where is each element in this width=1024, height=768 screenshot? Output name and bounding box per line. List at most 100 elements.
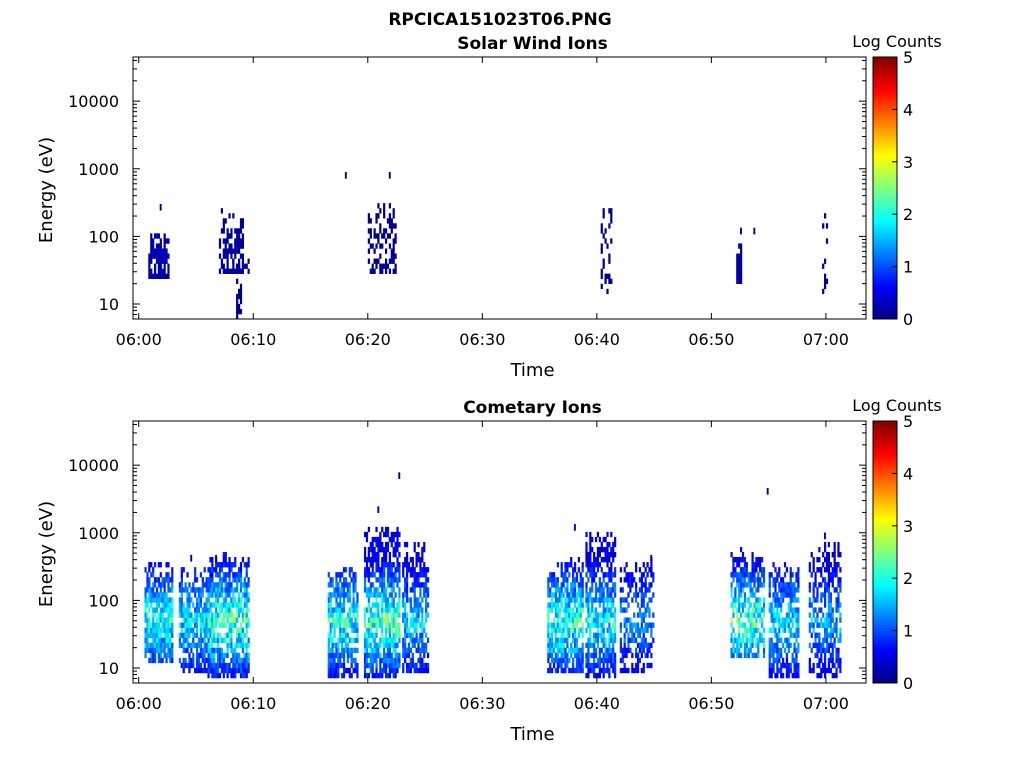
heatmap-cell xyxy=(375,617,378,623)
heatmap-cell xyxy=(755,602,758,608)
heatmap-cell xyxy=(186,572,189,578)
heatmap-cell xyxy=(421,662,424,669)
heatmap-cell xyxy=(234,557,237,563)
heatmap-cell xyxy=(350,647,353,654)
heatmap-cell xyxy=(812,642,815,649)
heatmap-cell xyxy=(333,657,336,664)
heatmap-cell xyxy=(751,612,754,618)
heatmap-cell xyxy=(614,541,617,548)
heatmap-cell xyxy=(218,637,222,643)
heatmap-cell xyxy=(327,662,330,669)
heatmap-cell xyxy=(593,657,596,664)
heatmap-cell xyxy=(344,567,348,573)
colorbar-segment xyxy=(873,243,897,247)
heatmap-cell xyxy=(342,597,346,603)
heatmap-cell xyxy=(602,657,605,664)
colorbar-segment xyxy=(873,62,897,66)
heatmap-cell xyxy=(163,627,166,633)
heatmap-cell xyxy=(768,607,771,613)
heatmap-cell xyxy=(199,612,203,618)
heatmap-cell xyxy=(155,642,159,649)
heatmap-cell xyxy=(167,652,170,659)
heatmap-cell xyxy=(575,617,579,623)
heatmap-cell xyxy=(373,228,376,234)
heatmap-cell xyxy=(381,622,384,628)
heatmap-cell xyxy=(573,637,577,643)
heatmap-cell xyxy=(161,617,164,623)
heatmap-cell xyxy=(797,577,800,583)
heatmap-cell xyxy=(184,582,187,588)
heatmap-cell xyxy=(197,637,201,643)
colorbar-segment xyxy=(873,182,897,186)
heatmap-cell xyxy=(797,572,800,578)
heatmap-cell xyxy=(383,228,386,234)
heatmap-cell xyxy=(587,662,590,669)
heatmap-cell xyxy=(146,637,149,643)
heatmap-cell xyxy=(224,652,227,659)
heatmap-cell xyxy=(402,597,405,603)
heatmap-cell xyxy=(152,572,155,578)
colorbar-segment xyxy=(873,132,897,136)
heatmap-cell xyxy=(562,627,565,633)
heatmap-cell xyxy=(740,587,743,593)
heatmap-cell xyxy=(405,647,409,654)
heatmap-cell xyxy=(203,642,206,649)
heatmap-cell xyxy=(396,612,399,618)
heatmap-cell xyxy=(201,612,204,618)
heatmap-cell xyxy=(377,567,380,573)
heatmap-cell xyxy=(824,672,827,679)
heatmap-cell xyxy=(230,667,233,674)
heatmap-cell xyxy=(344,637,348,643)
heatmap-cell xyxy=(738,622,741,628)
heatmap-cell xyxy=(614,612,617,618)
heatmap-cell xyxy=(377,617,380,623)
heatmap-cell xyxy=(831,612,834,618)
heatmap-cell xyxy=(396,607,399,613)
heatmap-cell xyxy=(363,672,367,679)
heatmap-cell xyxy=(761,607,764,613)
heatmap-cell xyxy=(635,592,638,598)
heatmap-cell xyxy=(232,572,235,578)
heatmap-cell xyxy=(218,622,222,628)
heatmap-cell xyxy=(776,667,779,674)
heatmap-cell xyxy=(556,582,559,588)
heatmap-cell xyxy=(598,672,601,679)
heatmap-cell xyxy=(833,627,836,633)
heatmap-cell xyxy=(207,622,210,628)
colorbar-segment xyxy=(873,617,897,621)
heatmap-cell xyxy=(163,652,166,659)
y-tick-label: 10000 xyxy=(68,456,119,475)
heatmap-cell xyxy=(560,652,563,659)
heatmap-cell xyxy=(743,602,747,608)
heatmap-cell xyxy=(820,597,823,603)
heatmap-cell xyxy=(818,637,821,643)
heatmap-cell xyxy=(776,607,779,613)
x-tick-label: 06:40 xyxy=(574,330,620,349)
heatmap-cell xyxy=(789,642,792,649)
heatmap-cell xyxy=(363,582,367,588)
heatmap-cell xyxy=(211,582,214,588)
heatmap-cell xyxy=(405,622,409,628)
heatmap-cell xyxy=(341,607,344,613)
heatmap-cell xyxy=(215,567,218,573)
heatmap-cell xyxy=(211,617,214,623)
heatmap-cell xyxy=(396,536,399,543)
heatmap-cell xyxy=(614,572,617,578)
heatmap-cell xyxy=(161,647,164,654)
heatmap-cell xyxy=(375,672,378,679)
heatmap-cell xyxy=(373,587,376,593)
heatmap-cell xyxy=(394,607,397,613)
y-tick-label: 100 xyxy=(88,227,119,246)
heatmap-cell xyxy=(549,632,552,638)
heatmap-cell xyxy=(761,567,764,573)
heatmap-cell xyxy=(190,647,193,654)
heatmap-cell xyxy=(650,627,653,633)
heatmap-cell xyxy=(606,572,609,578)
heatmap-cell xyxy=(388,672,391,679)
heatmap-cell xyxy=(234,268,237,274)
heatmap-cell xyxy=(220,607,224,613)
heatmap-cell xyxy=(197,592,201,598)
heatmap-cell xyxy=(594,597,598,603)
heatmap-cell xyxy=(621,587,624,593)
